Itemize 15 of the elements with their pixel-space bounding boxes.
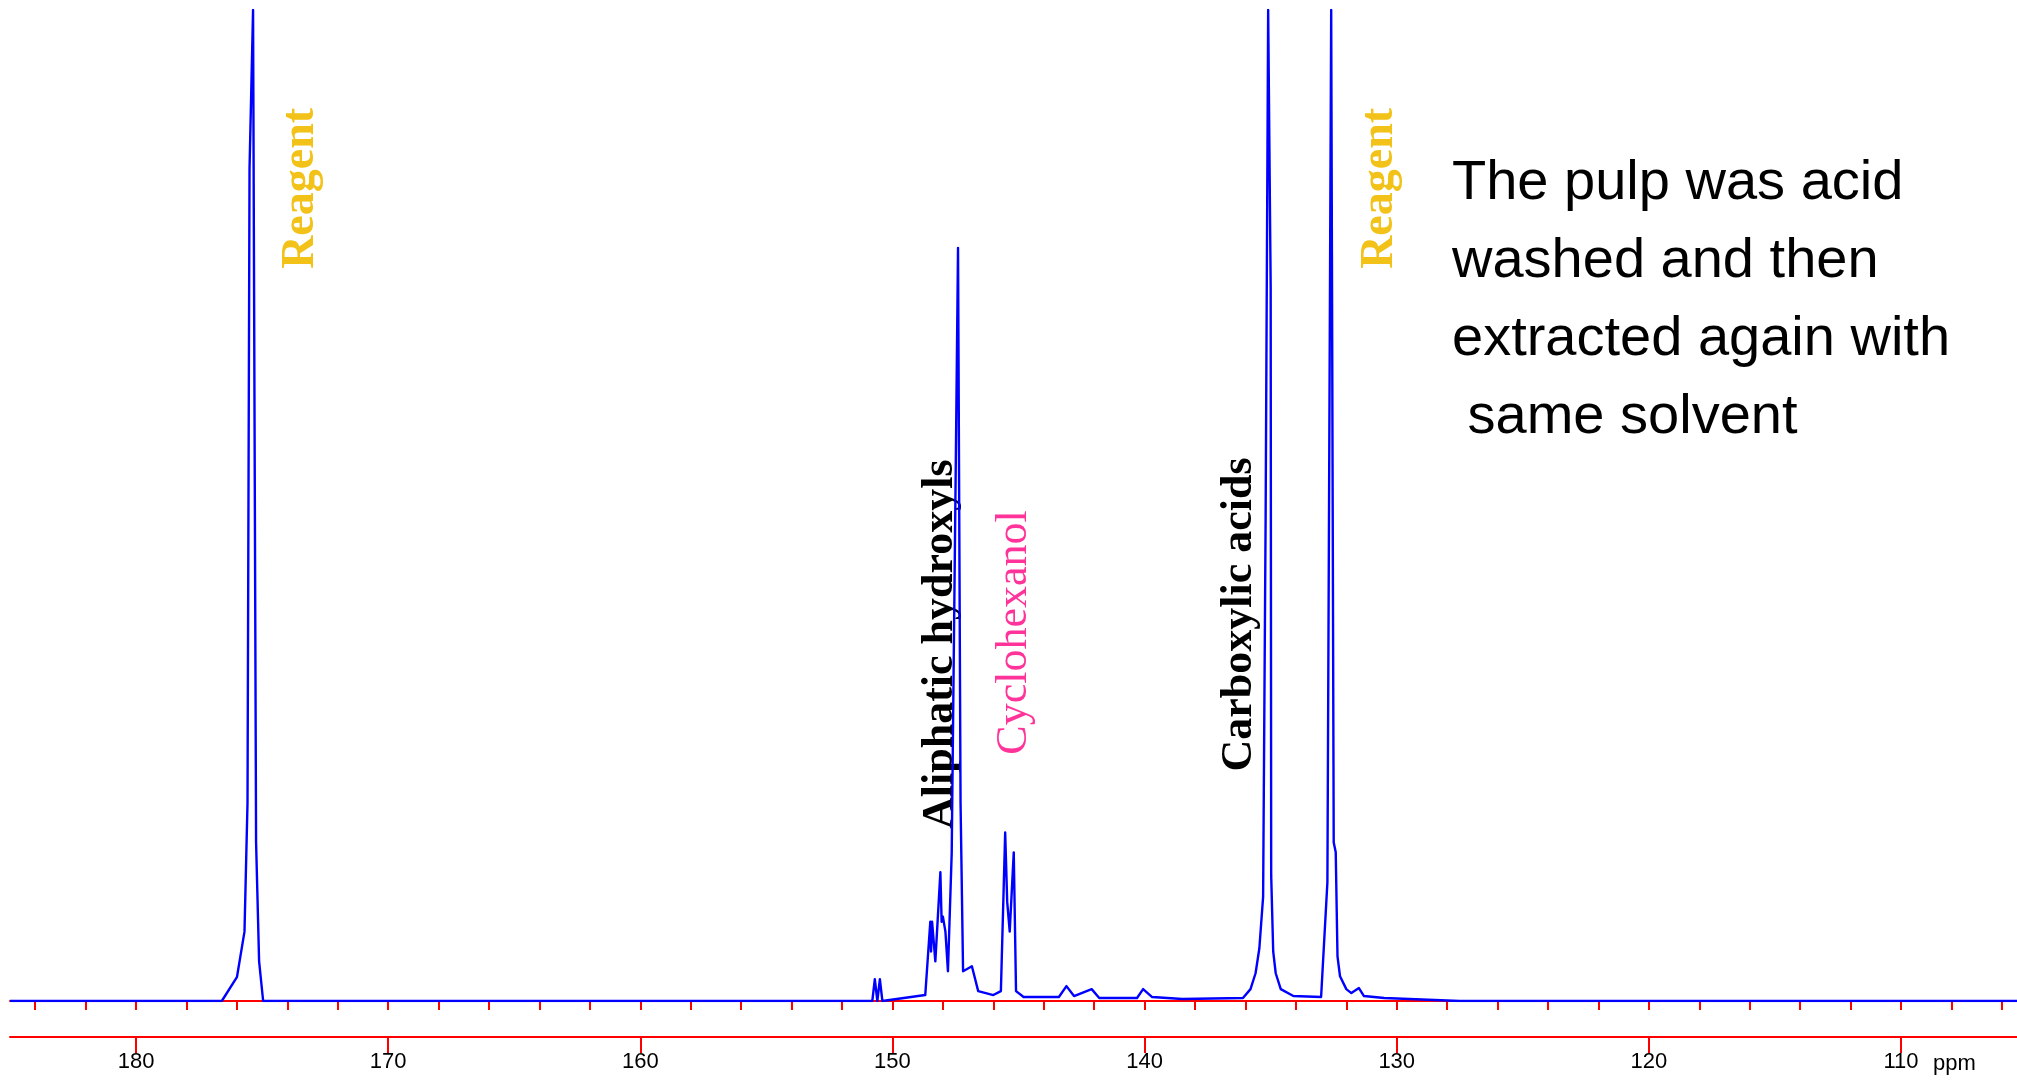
x-tick-label: 150 — [874, 1047, 911, 1073]
annotation: Carboxylic acids — [1211, 457, 1261, 772]
x-tick-label: 160 — [621, 1047, 659, 1073]
annotation: Reagent — [271, 107, 323, 269]
x-tick-label: 120 — [1630, 1047, 1668, 1073]
annotation: Reagent — [1350, 107, 1402, 269]
x-tick-label: 180 — [117, 1047, 155, 1073]
annotation: Aliphatic hydroxyls — [912, 459, 962, 830]
x-tick-label: 130 — [1378, 1047, 1416, 1073]
x-tick-label: 110 — [1883, 1047, 1919, 1073]
annotation: Cyclohexanol — [986, 510, 1036, 755]
x-tick-label: 170 — [369, 1047, 407, 1073]
x-tick-label: 140 — [1126, 1047, 1163, 1073]
annotation: The pulp was acid washed and then extracted again with same solvent — [1451, 147, 1951, 445]
x-axis-title: ppm — [1933, 1049, 1976, 1075]
